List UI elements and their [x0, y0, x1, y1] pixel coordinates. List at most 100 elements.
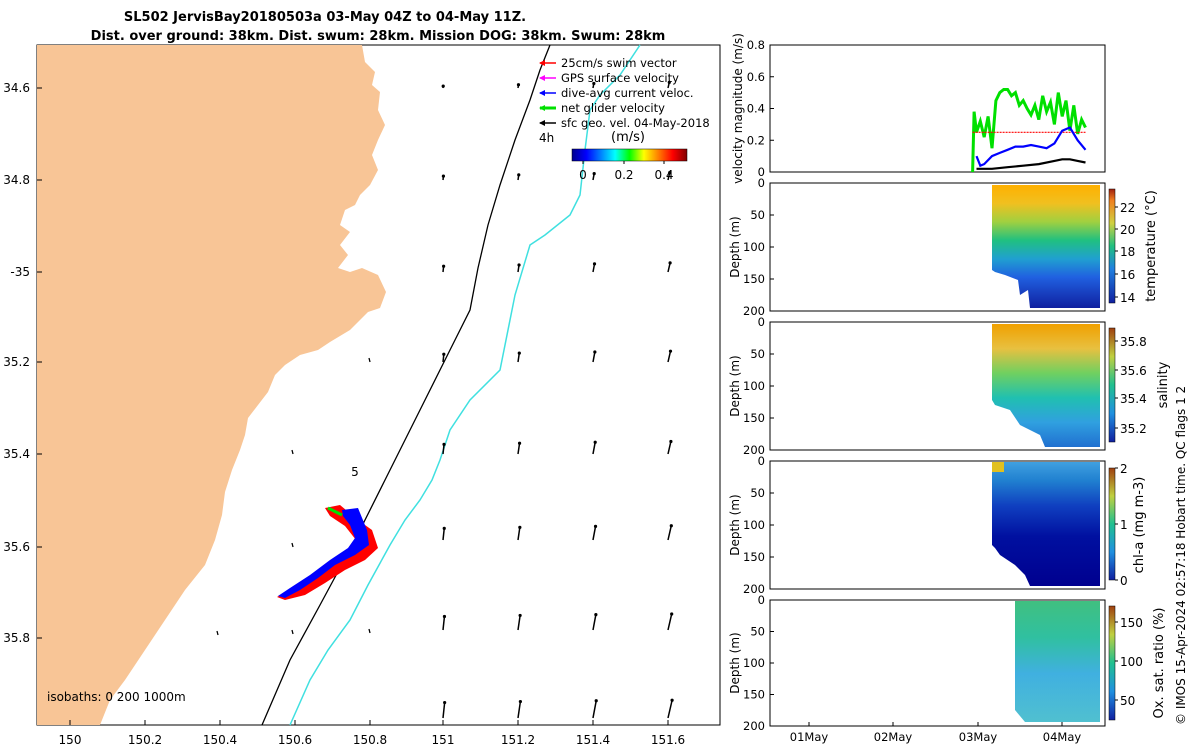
colorbar-tick-label: 150: [1120, 616, 1143, 630]
temperature-y-tick-label: 150: [743, 272, 765, 286]
current-vector: [291, 629, 294, 635]
temperature-y-tick-label: 50: [750, 208, 765, 222]
temperature-y-tick-label: 100: [743, 240, 765, 254]
current-vector: [592, 614, 597, 631]
current-vector: [442, 528, 445, 541]
legend-label: net glider velocity: [561, 101, 665, 115]
map-x-tick-label: 151: [432, 733, 455, 747]
isobath-shelf: [261, 44, 551, 726]
time-tick-label: 03May: [959, 730, 998, 744]
current-vector-head: [669, 524, 673, 528]
oxygen-y-tick-label: 100: [743, 656, 765, 670]
current-vector-head: [668, 349, 673, 353]
oxygen-y-label: Depth (m): [728, 632, 742, 693]
temperature-section: [992, 185, 1100, 308]
velocity-y-tick-label: 0.8: [747, 38, 765, 52]
current-vector: [442, 616, 446, 631]
current-vector-head: [442, 526, 446, 531]
map-y-tick-label: 35.8: [3, 631, 30, 645]
speed-colorbar-ticks: 0 0.2 0.4: [579, 161, 674, 182]
chl-colorbar: [1108, 467, 1116, 581]
current-vector: [667, 351, 672, 363]
current-vector-head: [669, 439, 673, 444]
current-vector-head: [517, 173, 521, 177]
map-y-tick-label: 34.8: [3, 173, 30, 187]
map-x-tick-label: 151.6: [651, 733, 685, 747]
colorbar-tick-label: 35.8: [1120, 335, 1147, 349]
velocity-panel-frame: [769, 44, 1106, 173]
speed-colorbar-tick-label: 0.2: [614, 168, 633, 182]
colorbar-tick-label: 20: [1120, 223, 1135, 237]
current-vector-head: [592, 172, 596, 176]
colorbar-tick-label: 14: [1120, 291, 1135, 305]
current-vector: [667, 700, 673, 719]
current-vector: [517, 615, 521, 631]
speed-colorbar: [571, 148, 688, 162]
current-vector: [592, 351, 596, 363]
map-y-tick-label: 35.6: [3, 540, 30, 554]
current-vector: [517, 701, 522, 719]
map-panel: 5 isobaths: 0 200 1000m 25cm/s swim vect…: [3, 44, 721, 747]
time-tick-label: 01May: [790, 730, 829, 744]
salinity-y-tick-label: 0: [758, 315, 765, 329]
current-vector-head: [592, 81, 596, 86]
glider-track: [278, 508, 369, 598]
colorbar-tick-label: 1: [1120, 518, 1128, 532]
legend-label: GPS surface velocity: [561, 71, 679, 85]
chl-y-tick-label: 0: [758, 454, 765, 468]
isobath-deep: [289, 44, 641, 726]
velocity-series-line: [976, 158, 1086, 170]
current-vector-head: [592, 262, 597, 266]
current-vector-head: [518, 699, 522, 704]
legend-arrowhead: [539, 120, 545, 126]
velocity-y-tick-label: 0.6: [747, 70, 765, 84]
current-vector-head: [517, 263, 521, 267]
credit-text: © IMOS 15-Apr-2024 02:57:18 Hobart time.…: [1174, 386, 1188, 725]
colorbar-label: chl-a (mg m-3): [1132, 477, 1147, 574]
map-y-tick-label: -35: [10, 265, 30, 279]
colorbar-tick-label: 22: [1120, 201, 1135, 215]
salinity-section: [992, 324, 1100, 447]
current-vector: [368, 357, 371, 363]
colorbar-tick-label: 0: [1120, 574, 1128, 588]
colorbar-tick-label: 35.6: [1120, 364, 1147, 378]
colorbar-label: salinity: [1156, 361, 1171, 408]
land-area: [37, 45, 386, 725]
chl-surface-patch: [992, 462, 1004, 472]
current-vector: [592, 700, 597, 719]
current-vector-head: [518, 525, 522, 529]
current-vector: [368, 628, 371, 634]
chl-y-tick-label: 50: [750, 486, 765, 500]
salinity-y-tick-label: 150: [743, 411, 765, 425]
title-line-1: SL502 JervisBay20180503a 03-May 04Z to 0…: [124, 10, 526, 25]
time-tick-label: 04May: [1043, 730, 1082, 744]
current-vector-head: [442, 614, 447, 619]
speed-colorbar-tick-label: 0: [579, 168, 587, 182]
current-vector: [667, 441, 672, 455]
chl-section: [992, 462, 1100, 586]
current-vector-head: [441, 84, 445, 88]
map-x-tick-label: 150: [59, 733, 82, 747]
chl-y-tick-label: 200: [743, 582, 765, 596]
legend-arrowhead: [539, 105, 545, 111]
oxygen-y-tick-label: 150: [743, 688, 765, 702]
colorbar-label: temperature (°C): [1144, 190, 1159, 302]
map-x-tick-label: 150.2: [128, 733, 162, 747]
time-tick-label: 02May: [874, 730, 913, 744]
salinity-y-tick-label: 50: [750, 347, 765, 361]
map-x-ticks: 150 150.2 150.4 150.6 150.8 151 151.2 151.4 151.…: [59, 720, 685, 747]
current-vector-head: [670, 612, 674, 616]
current-vector-head: [517, 441, 522, 445]
salinity-y-label: Depth (m): [728, 355, 742, 416]
current-vector: [442, 444, 445, 455]
current-vector: [517, 443, 521, 455]
legend-arrowhead: [539, 75, 545, 81]
legend-label: dive-avg current veloc.: [561, 86, 694, 100]
velocity-y-label: velocity magnitude (m/s): [731, 33, 745, 184]
current-vector: [667, 525, 673, 541]
map-x-tick-label: 151.2: [501, 733, 535, 747]
temperature-y-label: Depth (m): [728, 216, 742, 277]
